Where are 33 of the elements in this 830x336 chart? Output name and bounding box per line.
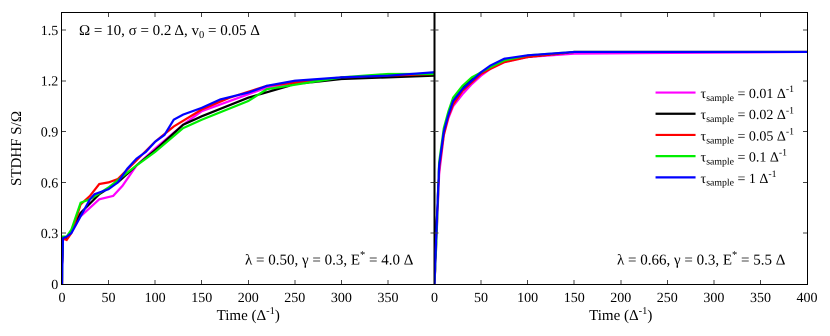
annotation: Ω = 10, σ = 0.2 Δ, v$_{0}$ = 0.05 Δ bbox=[79, 23, 260, 42]
x-tick-label: 100 bbox=[144, 290, 166, 306]
legend-label: τ$_{sample}$ = 1 Δ$^{-1}$ bbox=[700, 168, 777, 189]
x-tick-label: 350 bbox=[750, 290, 771, 306]
x-tick-label: 300 bbox=[703, 290, 724, 306]
x-tick-label: 50 bbox=[474, 290, 488, 306]
y-tick-label: 0 bbox=[51, 278, 58, 293]
x-tick-label: 400 bbox=[796, 290, 818, 306]
y-tick-label: 0.3 bbox=[40, 227, 58, 242]
legend-label: τ$_{sample}$ = 0.05 Δ$^{-1}$ bbox=[700, 126, 794, 146]
x-tick-label: 300 bbox=[330, 290, 352, 306]
x-tick-label: 150 bbox=[191, 290, 212, 306]
annotation: λ = 0.50, γ = 0.3, E$^{*}$ = 4.0 Δ bbox=[245, 250, 414, 268]
y-tick-label: 1.2 bbox=[40, 74, 58, 90]
y-tick-label: 0.9 bbox=[40, 125, 58, 140]
x-tick-label: 200 bbox=[238, 290, 259, 306]
legend-label: τ$_{sample}$ = 0.02 Δ$^{-1}$ bbox=[700, 105, 794, 126]
x-tick-label: 250 bbox=[656, 290, 678, 306]
x-tick-label: 50 bbox=[102, 290, 116, 306]
y-tick-label: 1.5 bbox=[40, 24, 58, 39]
x-tick-label: 250 bbox=[284, 290, 306, 306]
x-axis-title: Time (Δ$^{-1}$) bbox=[216, 306, 280, 324]
x-axis-title: Time (Δ$^{-1}$) bbox=[589, 306, 652, 324]
legend-label: τ$_{sample}$ = 0.1 Δ$^{-1}$ bbox=[700, 148, 788, 168]
y-tick-label: 0.6 bbox=[40, 176, 58, 192]
y-axis-title: STDHF S/Ω bbox=[8, 111, 25, 186]
x-tick-label: 100 bbox=[517, 290, 538, 306]
legend-label: τ$_{sample}$ = 0.01 Δ$^{-1}$ bbox=[700, 84, 794, 104]
annotation: λ = 0.66, γ = 0.3, E$^{*}$ = 5.5 Δ bbox=[617, 250, 786, 268]
x-tick-label: 350 bbox=[377, 290, 398, 306]
x-tick-label: 200 bbox=[610, 290, 632, 306]
x-tick-label: 0 bbox=[431, 290, 438, 306]
x-tick-label: 150 bbox=[564, 290, 585, 306]
